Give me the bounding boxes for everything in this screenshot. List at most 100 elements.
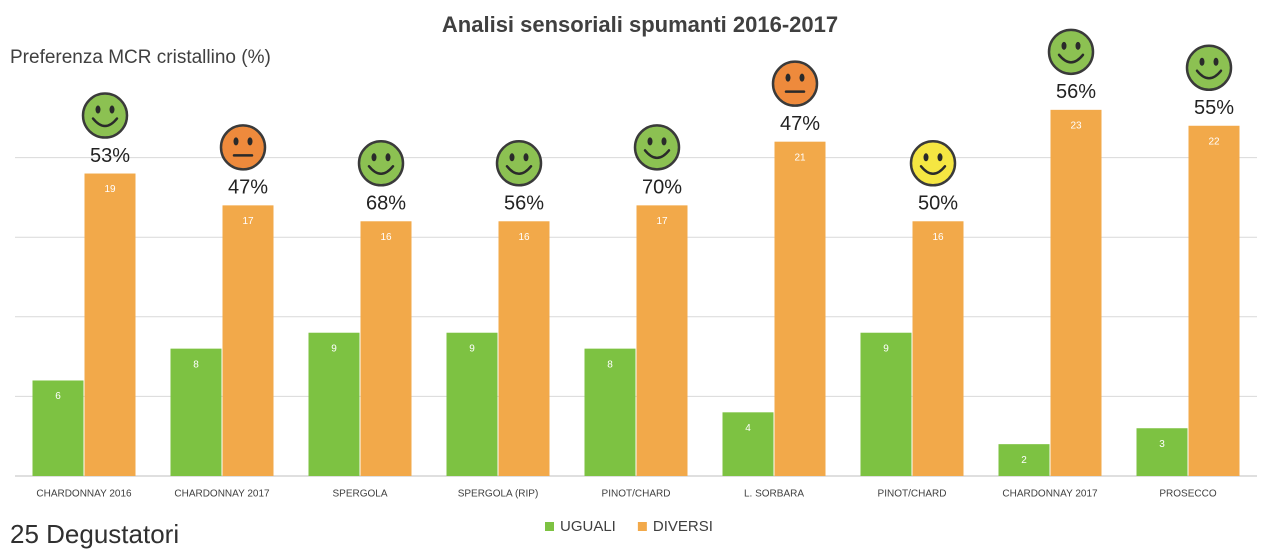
face-mouth — [367, 165, 395, 176]
bar — [1188, 125, 1240, 476]
face-circle — [81, 92, 129, 139]
face-circle — [909, 140, 957, 187]
face-mouth — [91, 117, 119, 128]
legend-swatch — [545, 522, 554, 531]
bar — [84, 173, 136, 476]
bar — [1050, 109, 1102, 476]
legend-label: UGUALI — [560, 518, 616, 535]
face-circle — [1185, 44, 1233, 92]
face-circle — [771, 60, 819, 107]
x-tick-label: PROSECCO — [1159, 489, 1216, 500]
face-eye — [95, 105, 101, 114]
face-icon — [357, 140, 405, 187]
face-eye — [799, 73, 805, 82]
percent-annotation: 47% — [780, 113, 820, 135]
value-label: 19 — [104, 184, 116, 195]
face-icon — [909, 140, 957, 187]
bar — [170, 348, 222, 476]
face-eye — [937, 153, 943, 162]
face-eye — [923, 153, 929, 162]
x-tick-label: CHARDONNAY 2017 — [174, 489, 270, 500]
face-eye — [109, 105, 115, 114]
bar — [584, 348, 636, 476]
x-tick-label: L. SORBARA — [744, 489, 804, 500]
face-eye — [647, 137, 653, 146]
face-eye — [1075, 41, 1081, 50]
face-mouth — [505, 165, 533, 176]
bar — [32, 380, 84, 476]
value-label: 16 — [380, 232, 392, 243]
value-label: 17 — [242, 216, 254, 227]
x-tick-label: SPERGOLA — [332, 489, 387, 500]
bar — [860, 332, 912, 476]
face-eye — [247, 137, 253, 146]
face-icon — [1185, 44, 1233, 92]
value-label: 23 — [1070, 120, 1082, 131]
value-label: 21 — [794, 152, 806, 163]
face-mouth — [919, 165, 947, 176]
face-eye — [1213, 57, 1219, 66]
face-eye — [661, 137, 667, 146]
value-label: 9 — [331, 343, 337, 354]
value-label: 3 — [1159, 439, 1165, 450]
face-icon — [1047, 28, 1095, 76]
face-eye — [1199, 57, 1205, 66]
x-tick-label: CHARDONNAY 2017 — [1002, 489, 1098, 500]
chart-title: Analisi sensoriali spumanti 2016-2017 — [442, 12, 838, 37]
face-eye — [385, 153, 391, 162]
value-label: 8 — [607, 359, 613, 370]
percent-annotation: 47% — [228, 177, 268, 199]
value-label: 22 — [1208, 136, 1220, 147]
percent-annotation: 68% — [366, 193, 406, 215]
face-icon — [633, 124, 681, 171]
legend-label: DIVERSI — [653, 518, 713, 535]
value-label: 2 — [1021, 455, 1027, 466]
bar — [446, 332, 498, 476]
face-icon — [219, 124, 267, 171]
bar — [1136, 428, 1188, 476]
face-circle — [1047, 28, 1095, 76]
bar — [998, 444, 1050, 476]
face-eye — [1061, 41, 1067, 50]
y-axis-label: Preferenza MCR cristallino (%) — [10, 47, 271, 68]
face-eye — [523, 153, 529, 162]
face-circle — [357, 140, 405, 187]
percent-annotation: 56% — [504, 193, 544, 215]
x-tick-label: CHARDONNAY 2016 — [36, 489, 132, 500]
face-circle — [633, 124, 681, 171]
face-circle — [219, 124, 267, 171]
value-label: 17 — [656, 216, 668, 227]
value-label: 16 — [518, 232, 530, 243]
value-label: 8 — [193, 359, 199, 370]
face-eye — [509, 153, 515, 162]
face-mouth — [1057, 53, 1085, 64]
face-icon — [495, 140, 543, 187]
face-eye — [233, 137, 239, 146]
face-icon — [81, 92, 129, 139]
bar — [774, 141, 826, 476]
bar — [308, 332, 360, 476]
face-circle — [495, 140, 543, 187]
legend-swatch — [637, 522, 647, 531]
percent-annotation: 56% — [1056, 81, 1096, 103]
x-tick-label: SPERGOLA (RIP) — [458, 489, 539, 500]
bar — [222, 205, 274, 477]
bar — [636, 205, 688, 477]
face-mouth — [1195, 69, 1223, 80]
value-label: 9 — [469, 343, 475, 354]
face-eye — [785, 73, 791, 82]
value-label: 9 — [883, 343, 889, 354]
bar — [722, 412, 774, 476]
footnote: 25 Degustatori — [10, 519, 179, 549]
face-icon — [771, 60, 819, 107]
bar — [360, 221, 412, 476]
face-eye — [371, 153, 377, 162]
x-tick-label: PINOT/CHARD — [602, 489, 671, 500]
percent-annotation: 55% — [1194, 97, 1234, 119]
bar — [912, 221, 964, 476]
bar — [498, 221, 550, 476]
percent-annotation: 70% — [642, 177, 682, 199]
value-label: 6 — [55, 391, 61, 402]
percent-annotation: 50% — [918, 193, 958, 215]
